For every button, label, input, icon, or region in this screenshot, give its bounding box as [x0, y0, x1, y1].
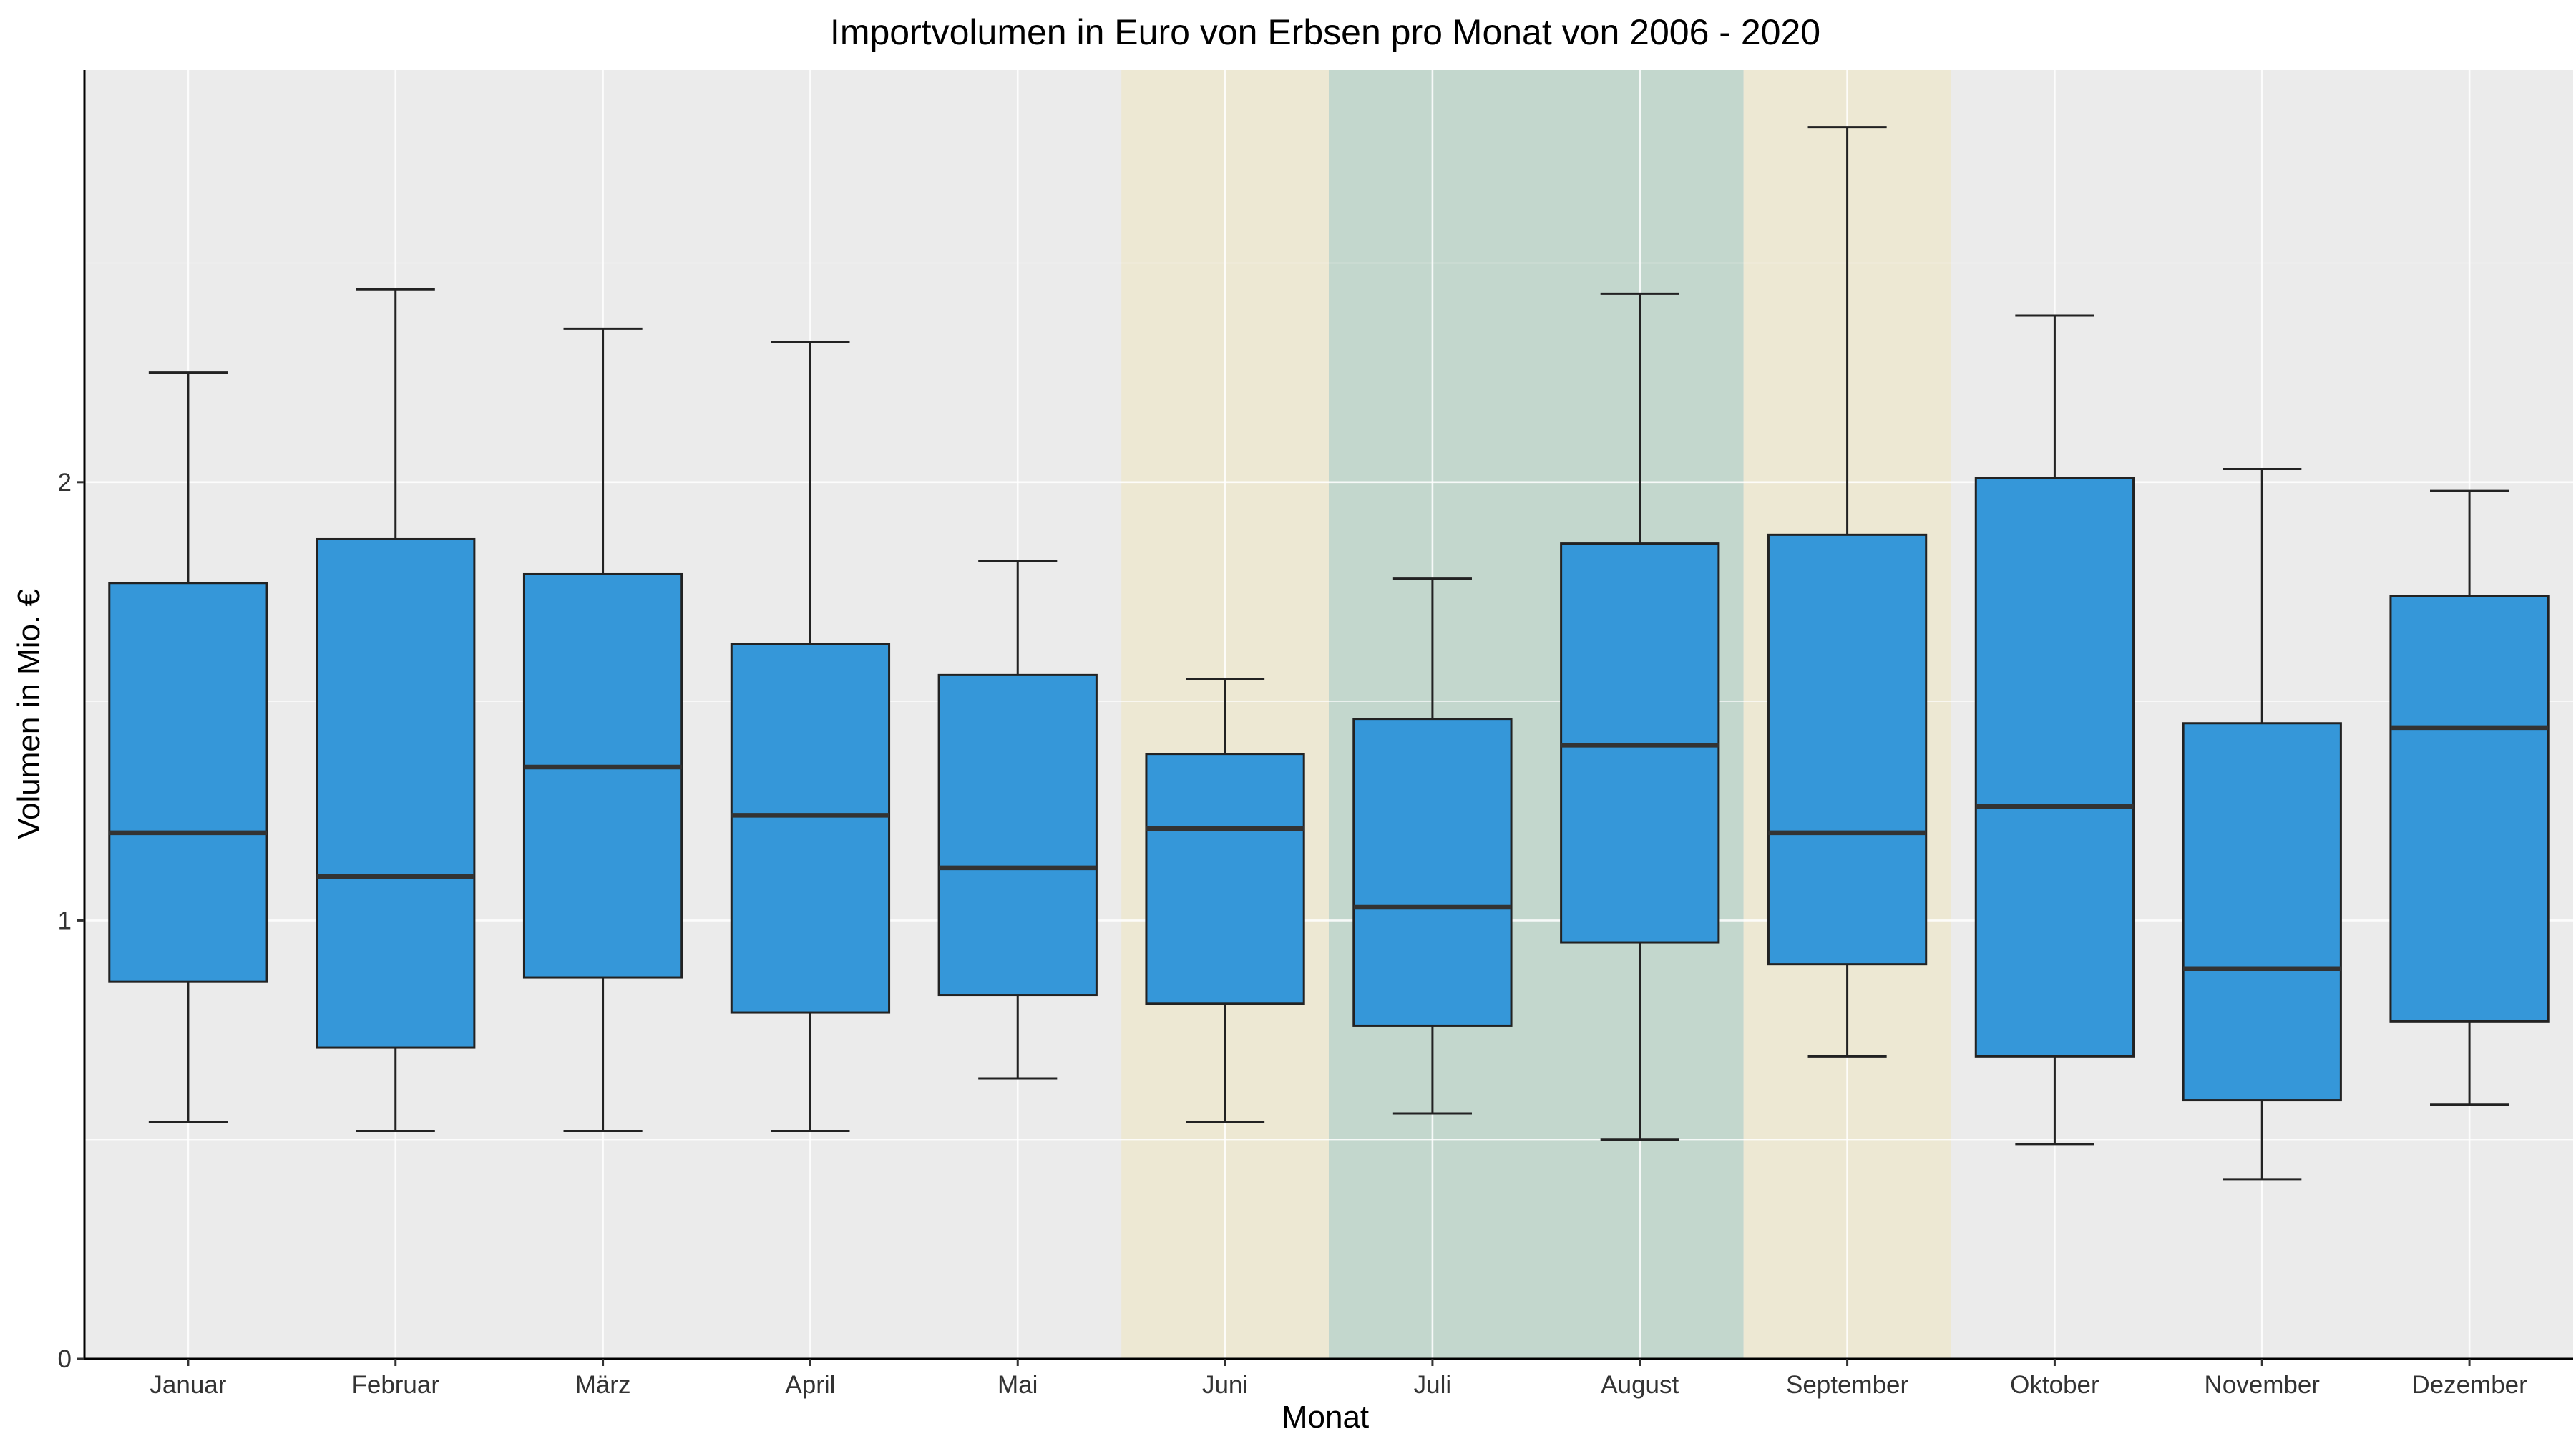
x-axis-title: Monat [1282, 1400, 1369, 1435]
box-iqr [316, 537, 476, 1049]
x-tick-label-januar: Januar [150, 1371, 226, 1399]
chart-title: Importvolumen in Euro von Erbsen pro Mon… [830, 12, 1820, 52]
box-juni [1145, 678, 1305, 1123]
y-ticks: 0 1 2 [58, 469, 84, 1373]
y-tick-label: 2 [58, 469, 72, 497]
box-iqr [1974, 477, 2135, 1058]
box-august [1560, 292, 1720, 1141]
x-ticks: Januar Februar März April Mai Juni Juli August S… [150, 1359, 2527, 1399]
box-iqr [2389, 595, 2550, 1023]
box-iqr [1145, 753, 1305, 1005]
box-dezember [2389, 489, 2550, 1106]
x-tick-label-februar: Februar [351, 1371, 439, 1399]
box-iqr [730, 643, 891, 1014]
axes [83, 70, 2573, 1360]
x-tick-label-maerz: März [575, 1371, 631, 1399]
box-iqr [108, 582, 268, 983]
x-tick-label-juni: Juni [1202, 1371, 1248, 1399]
box-maerz [522, 327, 683, 1132]
box-juli [1352, 577, 1513, 1115]
y-tick-label: 1 [58, 907, 72, 935]
box-iqr [2182, 722, 2342, 1102]
box-september [1767, 126, 1928, 1058]
box-april [730, 341, 891, 1132]
box-iqr [937, 673, 1098, 997]
x-tick-label-april: April [785, 1371, 835, 1399]
x-tick-label-august: August [1601, 1371, 1679, 1399]
y-axis-title: Volumen in Mio. € [11, 589, 47, 839]
box-mai [937, 560, 1098, 1080]
box-februar [316, 288, 476, 1132]
x-tick-label-juli: Juli [1414, 1371, 1452, 1399]
box-series [108, 126, 2550, 1181]
box-november [2182, 467, 2342, 1181]
y-tick-label: 0 [58, 1345, 72, 1373]
x-tick-label-mai: Mai [997, 1371, 1038, 1399]
x-tick-label-oktober: Oktober [2010, 1371, 2099, 1399]
box-iqr [522, 572, 683, 979]
x-tick-label-dezember: Dezember [2411, 1371, 2527, 1399]
box-oktober [1974, 314, 2135, 1146]
box-iqr [1352, 718, 1513, 1027]
box-januar [108, 371, 268, 1123]
box-iqr [1767, 533, 1928, 966]
x-tick-label-november: November [2205, 1371, 2321, 1399]
x-tick-label-september: September [1786, 1371, 1909, 1399]
